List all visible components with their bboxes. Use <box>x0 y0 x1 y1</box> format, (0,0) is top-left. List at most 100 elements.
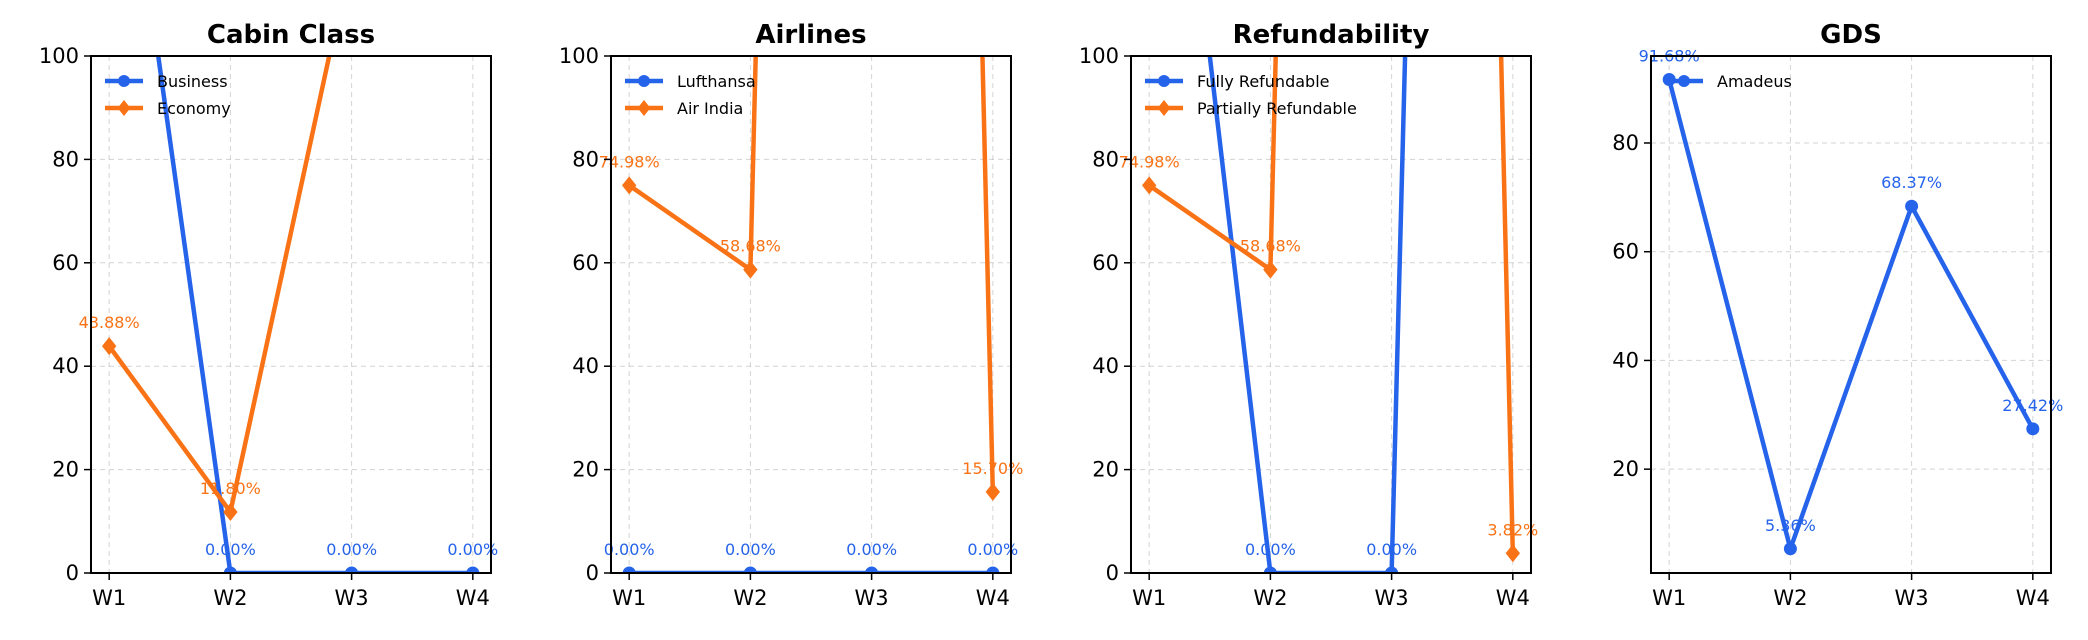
data-point-lufthansa <box>865 566 879 573</box>
y-tick-label: 20 <box>52 458 79 482</box>
y-tick-label: 80 <box>52 147 79 171</box>
legend-marker <box>1157 100 1171 116</box>
data-label: 0.00% <box>205 540 256 559</box>
x-tick-label: W1 <box>92 586 126 610</box>
x-tick-label: W1 <box>1132 586 1166 610</box>
x-tick-label: W2 <box>733 586 767 610</box>
y-tick-label: 80 <box>572 147 599 171</box>
data-point-partially-refundable <box>1263 260 1278 279</box>
axes-frame <box>90 55 492 574</box>
series-line-partially-refundable <box>1147 56 1516 554</box>
legend-entry-partially-refundable: Partially Refundable <box>1197 99 1357 118</box>
data-label: 58.68% <box>720 237 781 256</box>
y-tick-label: 20 <box>1612 457 1639 481</box>
data-label: 0.00% <box>447 540 498 559</box>
data-point-fully-refundable <box>1263 566 1277 573</box>
y-tick-label: 60 <box>52 251 79 275</box>
y-tick-label: 0 <box>66 561 79 585</box>
series-line-economy <box>107 56 332 515</box>
y-tick-label: 100 <box>39 44 79 68</box>
data-point-lufthansa <box>986 566 1000 573</box>
legend-entry-amadeus: Amadeus <box>1717 72 1792 91</box>
y-tick-label: 60 <box>572 251 599 275</box>
axes-frame <box>610 55 1012 574</box>
x-tick-label: W4 <box>1496 586 1530 610</box>
x-tick-label: W3 <box>1375 586 1409 610</box>
y-tick-label: 40 <box>1612 348 1639 372</box>
data-label: 27.42% <box>2002 396 2063 415</box>
x-tick-label: W1 <box>612 586 646 610</box>
axes-frame <box>1650 55 2052 574</box>
data-point-partially-refundable <box>1141 176 1157 195</box>
x-tick-label: W2 <box>1253 586 1287 610</box>
data-label: 0.00% <box>846 540 897 559</box>
data-point-fully-refundable <box>1385 566 1399 573</box>
panel-cabin-class: 0.00% 0.00% 0.00% 43.88% 11.80% 0 20 40 60 80 100 W… <box>39 20 498 610</box>
data-point-lufthansa <box>622 566 636 573</box>
y-tick-label: 0 <box>586 561 599 585</box>
data-label: 74.98% <box>1119 152 1180 171</box>
legend-entry-economy: Economy <box>157 99 231 118</box>
panel-airlines: 0.00% 0.00% 0.00% 0.00% 74.98% 58.68% 15.70% 0 2… <box>559 20 1023 610</box>
legend-marker <box>637 100 651 116</box>
chart-title: Refundability <box>1233 20 1430 50</box>
axes-frame <box>1130 55 1532 574</box>
y-tick-label: 60 <box>1612 240 1639 264</box>
x-tick-label: W4 <box>2016 586 2050 610</box>
data-label: 0.00% <box>604 540 655 559</box>
y-tick-label: 20 <box>1092 458 1119 482</box>
data-label: 58.68% <box>1240 237 1301 256</box>
y-tick-label: 40 <box>52 354 79 378</box>
data-label: 0.00% <box>1366 540 1417 559</box>
y-tick-label: 100 <box>559 44 599 68</box>
data-point-partially-refundable <box>1505 544 1521 563</box>
x-tick-label: W3 <box>1895 586 1929 610</box>
chart-title: Cabin Class <box>207 20 375 50</box>
y-tick-label: 40 <box>1092 354 1119 378</box>
x-tick-label: W4 <box>456 586 490 610</box>
x-tick-label: W4 <box>976 586 1010 610</box>
series-line-air-india <box>627 56 996 492</box>
legend-marker <box>118 75 130 87</box>
data-label: 68.37% <box>1881 173 1942 192</box>
data-label: 15.70% <box>962 459 1023 478</box>
y-tick-label: 0 <box>1106 561 1119 585</box>
legend-entry-air-india: Air India <box>677 99 743 118</box>
data-point-economy <box>101 337 117 356</box>
legend-entry-lufthansa: Lufthansa <box>677 72 756 91</box>
data-point-business <box>345 566 359 573</box>
legend-marker <box>1158 75 1170 87</box>
data-label: 3.82% <box>1487 520 1538 539</box>
data-point-amadeus <box>1783 542 1797 556</box>
data-label: 0.00% <box>1245 540 1296 559</box>
plot-area <box>621 56 1001 573</box>
chart-title: Airlines <box>755 20 866 50</box>
x-tick-label: W2 <box>213 586 247 610</box>
series-line-business <box>155 56 473 573</box>
y-tick-label: 20 <box>572 458 599 482</box>
legend-entry-business: Business <box>157 72 228 91</box>
plot-area <box>1141 56 1521 573</box>
data-point-air-india <box>743 260 758 279</box>
legend-entry-fully-refundable: Fully Refundable <box>1197 72 1329 91</box>
data-label: 74.98% <box>599 152 660 171</box>
data-point-lufthansa <box>743 566 757 573</box>
x-tick-label: W1 <box>1652 586 1686 610</box>
data-point-business <box>466 566 480 573</box>
data-point-business <box>223 566 237 573</box>
y-tick-label: 100 <box>1079 44 1119 68</box>
x-tick-label: W3 <box>335 586 369 610</box>
x-tick-label: W2 <box>1773 586 1807 610</box>
data-label: 0.00% <box>725 540 776 559</box>
y-tick-label: 80 <box>1092 147 1119 171</box>
data-point-amadeus <box>2026 422 2040 436</box>
data-label: 0.00% <box>326 540 377 559</box>
plot-area <box>101 56 480 573</box>
plot-area <box>1662 72 2040 556</box>
panel-refundability: 0.00% 0.00% 74.98% 58.68% 3.82% 0 20 40 60 80 100 W… <box>1079 20 1538 610</box>
data-point-air-india <box>621 176 637 195</box>
data-label: 5.36% <box>1765 516 1816 535</box>
y-tick-label: 80 <box>1612 131 1639 155</box>
